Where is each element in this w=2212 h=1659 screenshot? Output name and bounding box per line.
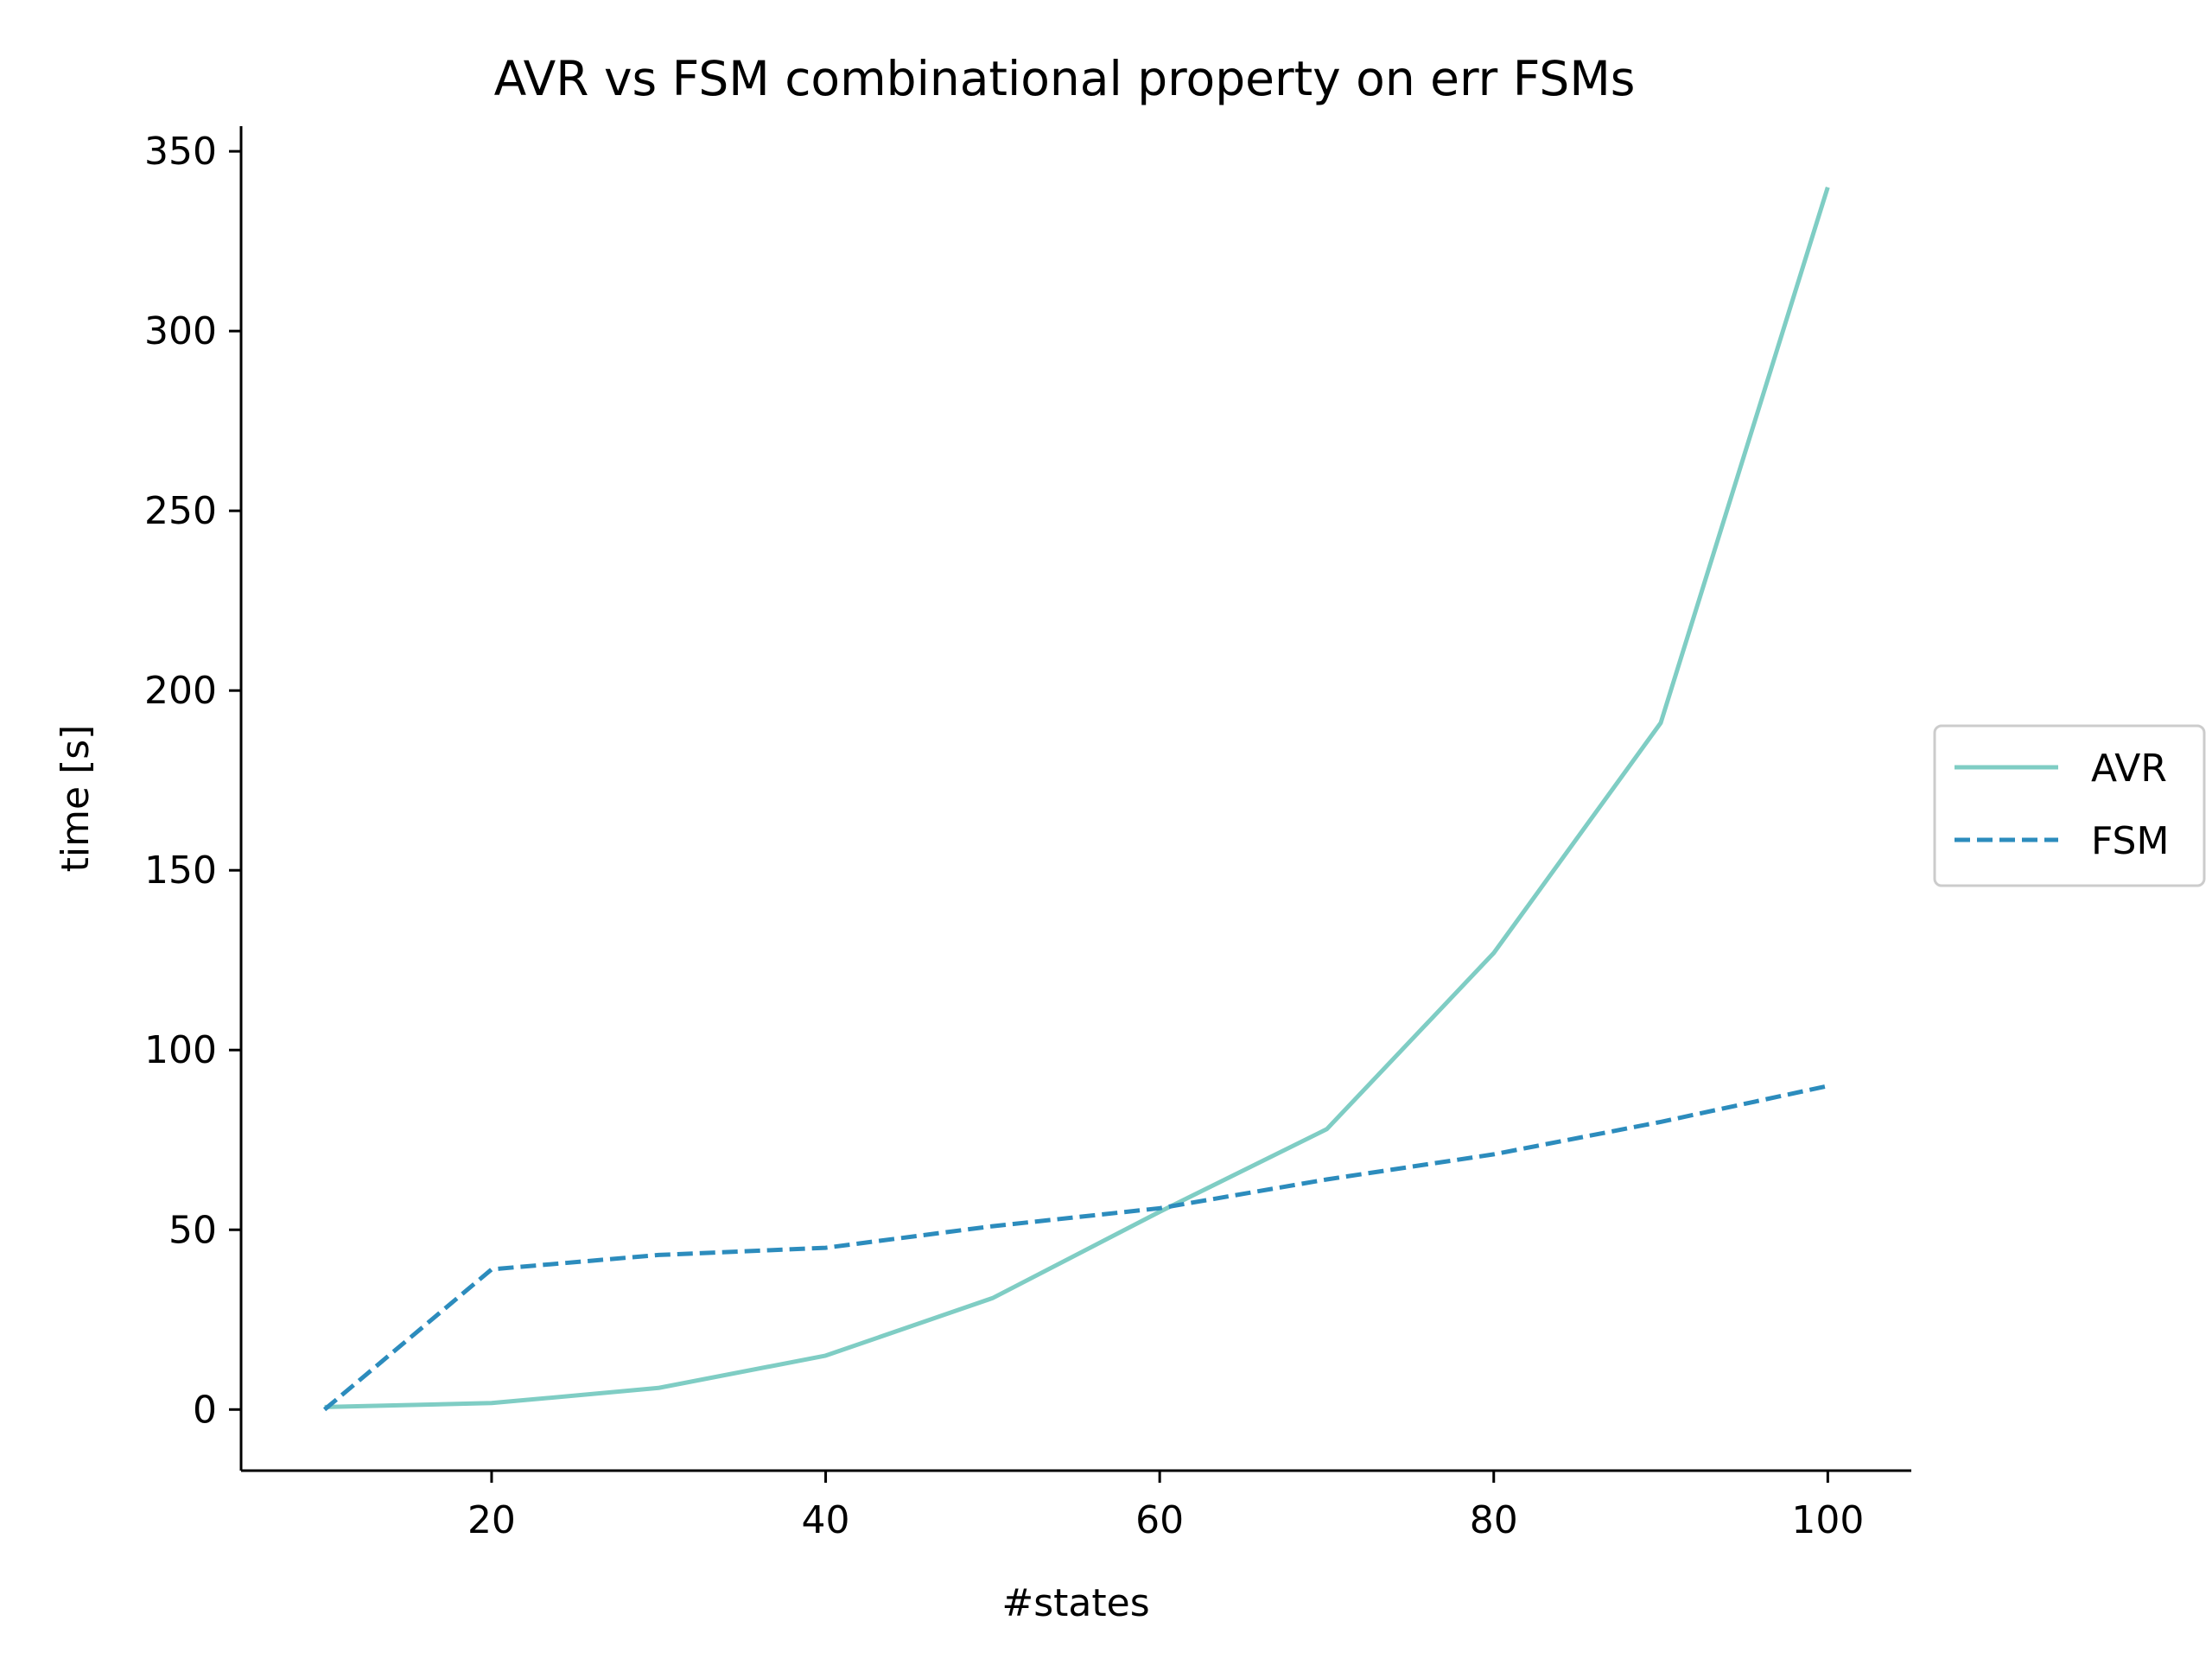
x-axis-label: #states — [1001, 1581, 1149, 1625]
x-tick-label: 40 — [802, 1498, 850, 1542]
x-tick-label: 60 — [1135, 1498, 1184, 1542]
chart-title: AVR vs FSM combinational property on err… — [494, 51, 1636, 106]
legend: AVR FSM — [1933, 724, 2206, 887]
axes — [239, 126, 1911, 1472]
y-tick-label: 250 — [144, 489, 217, 533]
x-tick-label: 20 — [467, 1498, 516, 1542]
series-line-fsm — [322, 1084, 1828, 1412]
y-tick-label: 350 — [144, 130, 217, 174]
legend-label-avr: AVR — [2091, 747, 2167, 791]
y-tick-label: 150 — [144, 849, 217, 893]
legend-label-fsm: FSM — [2091, 819, 2169, 863]
y-tick-label: 100 — [144, 1028, 217, 1072]
x-ticks: 20 40 60 80 100 — [467, 1471, 1864, 1542]
x-tick-label: 100 — [1791, 1498, 1864, 1542]
y-tick-label: 300 — [144, 309, 217, 353]
y-tick-label: 200 — [144, 669, 217, 713]
plot-area — [322, 186, 1830, 1412]
x-tick-label: 80 — [1470, 1498, 1518, 1542]
y-axis-label: time [s] — [54, 725, 98, 873]
y-tick-label: 50 — [168, 1208, 217, 1252]
series-line-avr — [324, 186, 1830, 1409]
y-ticks: 0 50 100 150 200 250 300 350 — [144, 130, 241, 1432]
y-tick-label: 0 — [193, 1388, 217, 1432]
